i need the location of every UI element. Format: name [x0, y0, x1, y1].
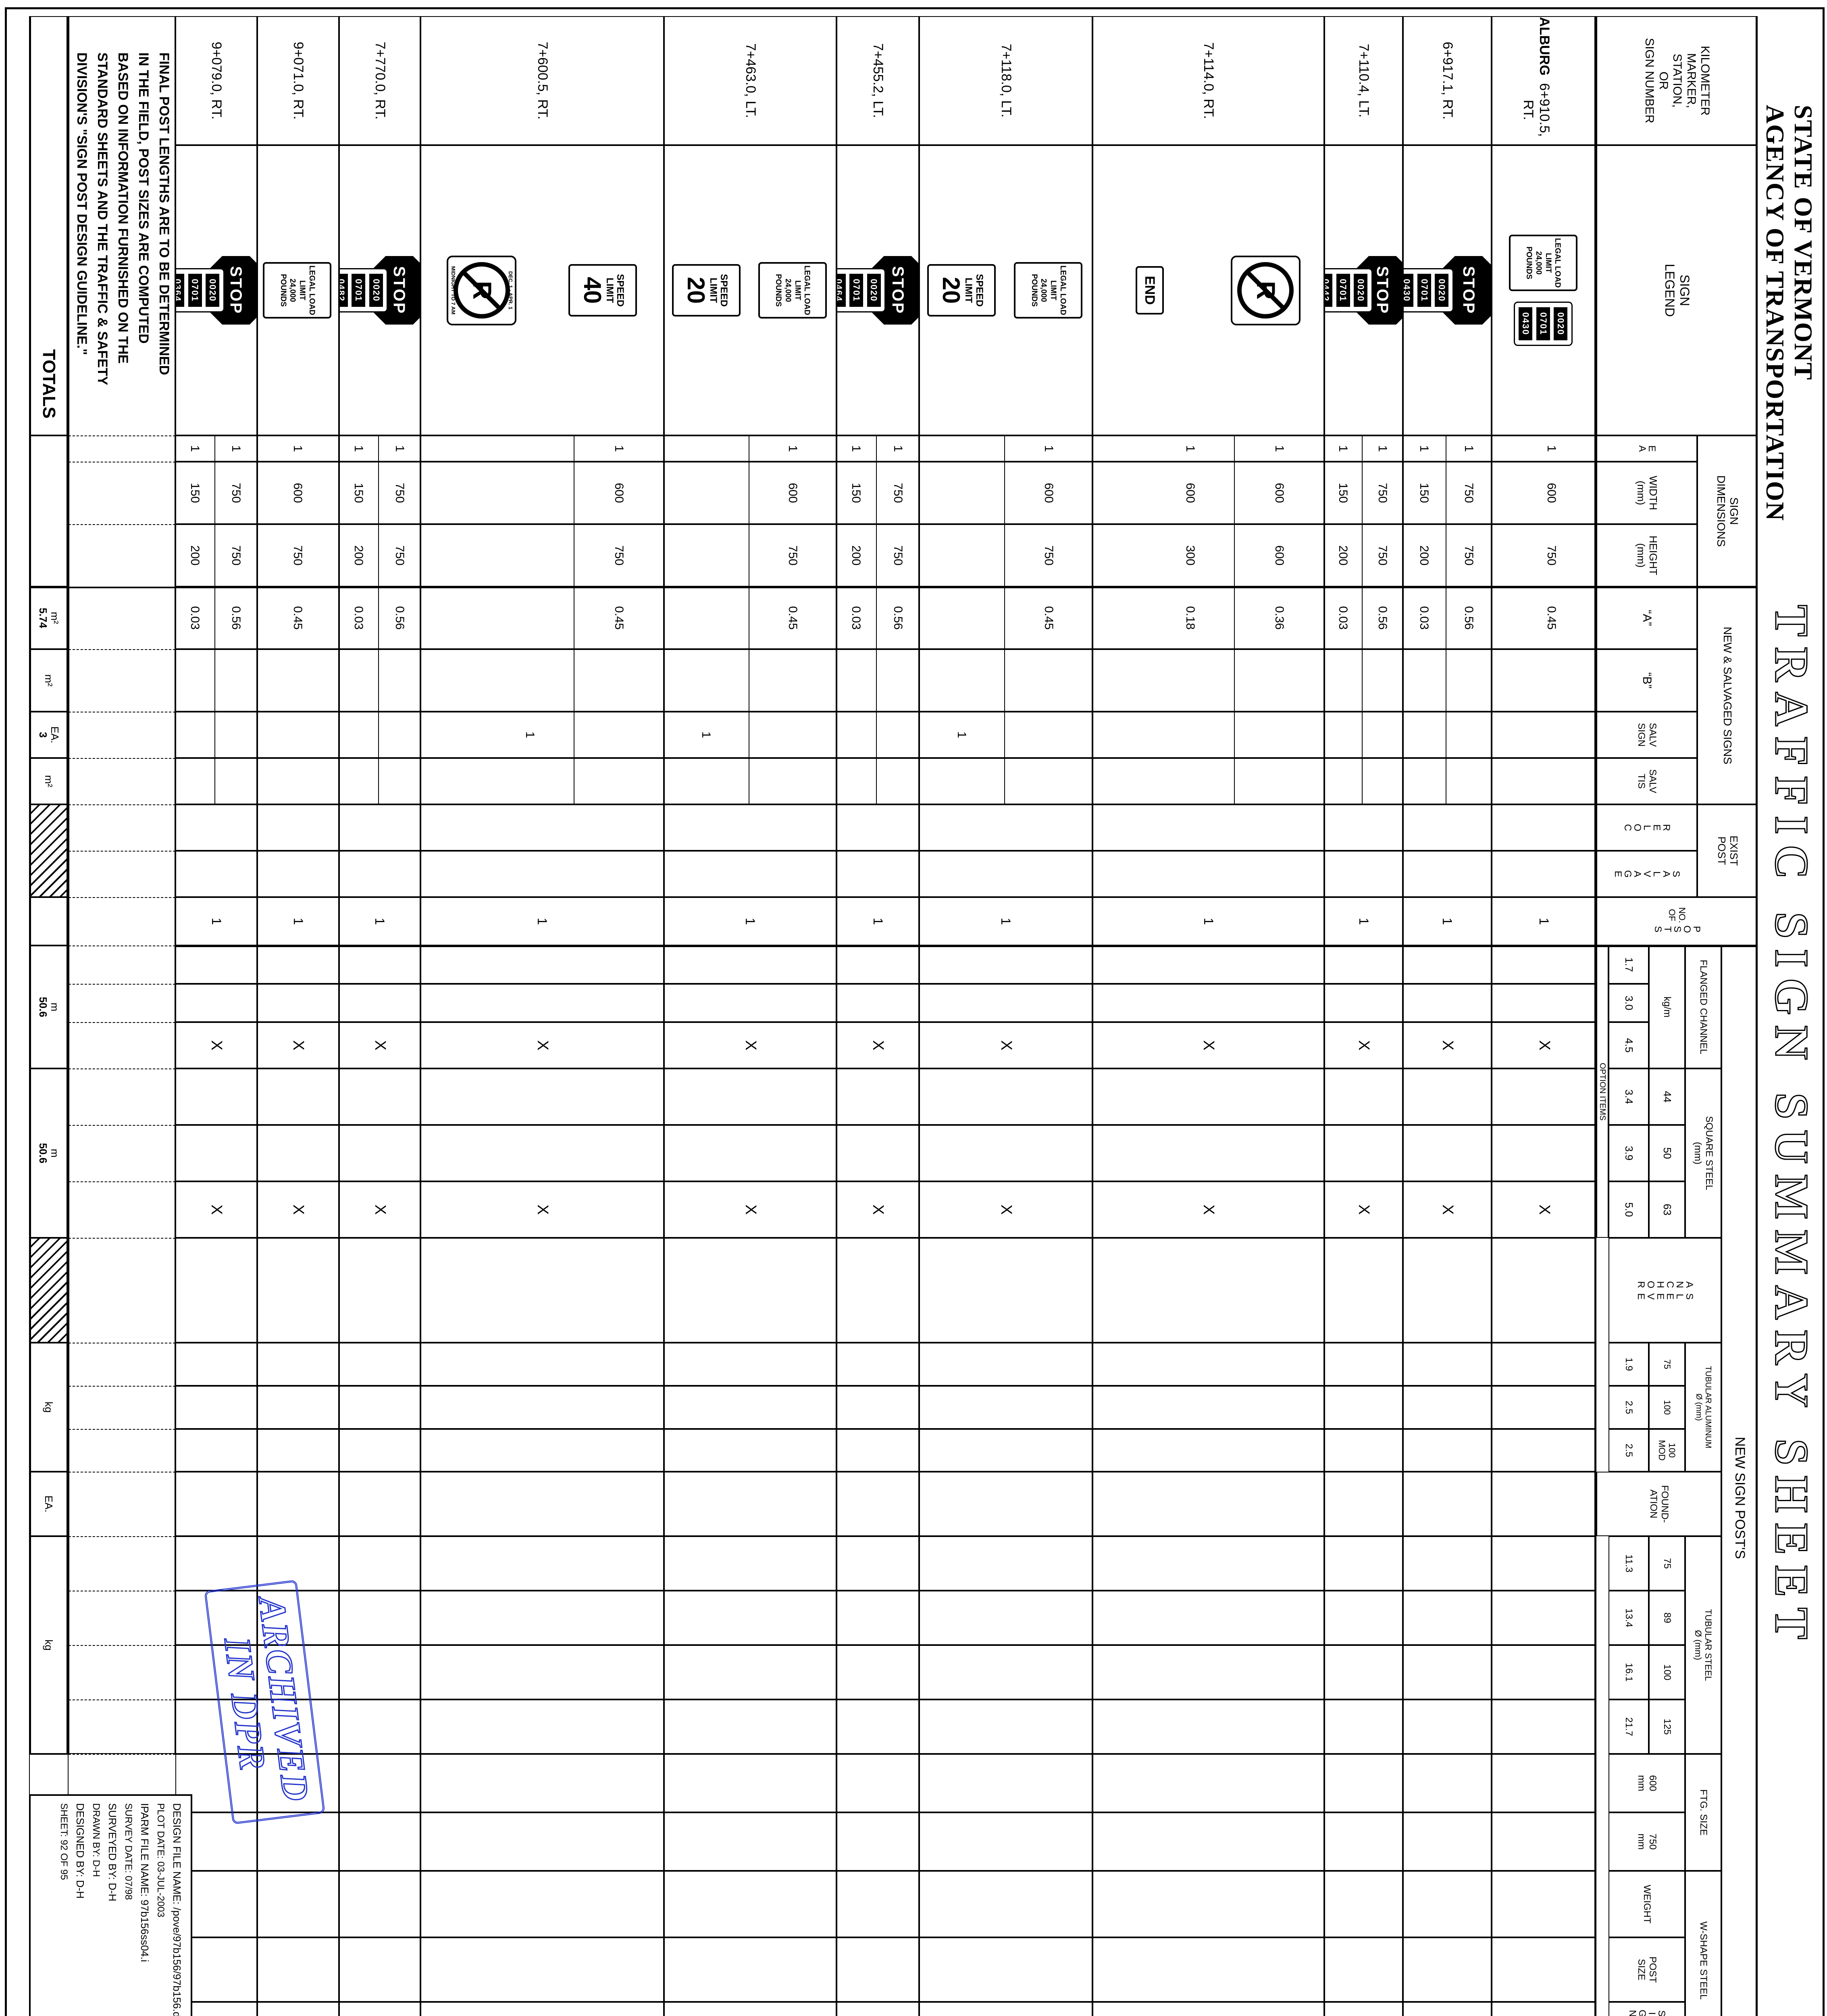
- sheet-frame: [5, 7, 1825, 2016]
